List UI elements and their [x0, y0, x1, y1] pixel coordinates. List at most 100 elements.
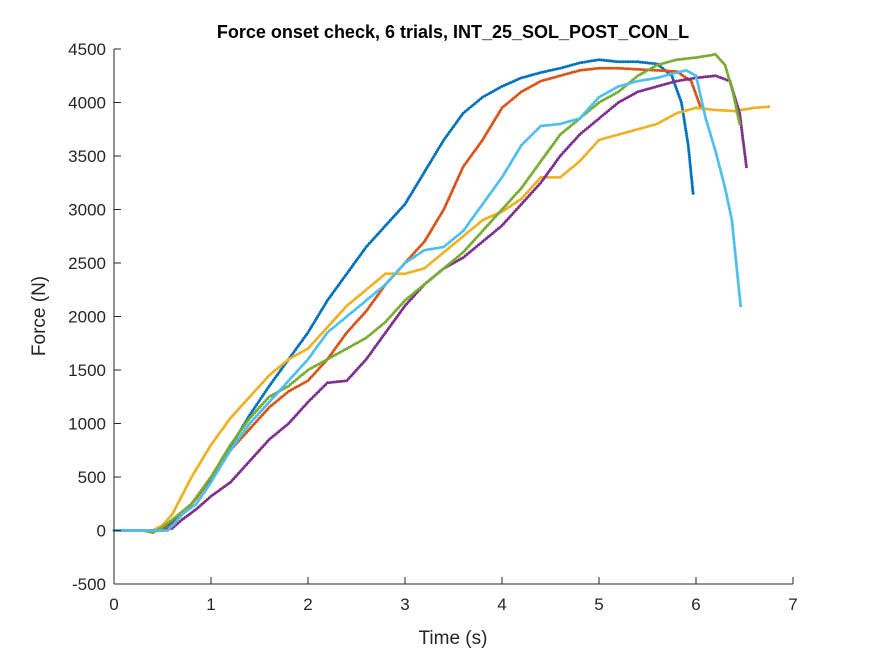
series-1-point-378: [691, 191, 695, 195]
series-1-point-316: [646, 61, 649, 65]
series-1-point-304: [616, 60, 620, 64]
series-4-point-192: [463, 254, 467, 258]
series-4-point-312: [689, 77, 693, 81]
series-5-point-272: [593, 104, 597, 108]
series-5-point-137: [362, 337, 366, 341]
series-1-point-242: [473, 102, 477, 106]
series-1-point-359: [687, 146, 690, 150]
series-4-point-80: [269, 436, 273, 440]
series-3-point-334: [752, 106, 756, 110]
series-6-point-341: [703, 112, 707, 116]
series-3-point-174: [413, 269, 417, 273]
series-6-point-402: [734, 254, 737, 258]
series-3-point-321: [721, 108, 725, 112]
series-6-point-313: [667, 73, 671, 76]
series-3-point-325: [730, 109, 734, 113]
series-4-point-356: [742, 145, 746, 149]
series-5-point-117: [319, 361, 323, 365]
series-6-point-302: [641, 78, 645, 82]
series-6-point-362: [716, 160, 720, 164]
series-3-point-273: [607, 135, 611, 139]
y-tick-label-10: 4500: [68, 40, 106, 59]
series-2-point-253: [506, 101, 510, 105]
series-4-point-291: [638, 89, 642, 93]
series-5-point-344: [731, 90, 735, 94]
series-6-point-301: [638, 79, 642, 83]
series-2-point-294: [599, 66, 603, 70]
series-3-point-248: [560, 174, 564, 178]
series-3-point-295: [660, 120, 663, 123]
series-2-point-307: [631, 67, 635, 71]
series-6-point-7: [129, 529, 133, 532]
series-2-point-90: [269, 404, 273, 408]
series-4-point-362: [744, 160, 748, 164]
series-6-point-358: [714, 151, 718, 155]
series-4-point-293: [643, 88, 647, 92]
series-6-point-372: [723, 184, 726, 188]
series-6-point-300: [636, 79, 640, 83]
series-1-point-365: [688, 160, 692, 164]
series-6-point-359: [715, 153, 719, 157]
series-6-point-345: [705, 121, 709, 125]
series-4-point-277: [609, 107, 613, 111]
series-4-point-297: [653, 85, 657, 89]
series-6-point-394: [732, 235, 736, 239]
series-5-point-352: [735, 108, 739, 112]
series-6-point-151: [366, 297, 370, 301]
series-1-point-271: [536, 71, 540, 75]
series-3-point-164: [388, 272, 392, 276]
series-layer: [112, 52, 771, 535]
series-4-point-202: [483, 238, 486, 242]
series-3-point-310: [694, 106, 698, 110]
series-6-point-256: [541, 124, 545, 128]
series-5-point-303: [658, 62, 662, 66]
series-1-point-300: [607, 59, 611, 63]
series-5-point-122: [330, 355, 334, 359]
series-1-point-375: [690, 184, 694, 188]
series-1-point-292: [587, 59, 591, 63]
series-6-point-389: [730, 223, 734, 227]
series-5-point-306: [665, 60, 669, 64]
series-1-point-276: [549, 68, 552, 72]
series-5-point-324: [709, 53, 713, 57]
series-3-point-204: [473, 225, 477, 229]
series-2-point-296: [604, 66, 608, 70]
series-6-point-309: [658, 75, 662, 79]
series-2-point-97: [283, 393, 287, 397]
series-6-point-414: [736, 283, 740, 287]
series-6-point-405: [734, 262, 738, 265]
series-4-point-197: [473, 246, 477, 250]
series-3-point-176: [418, 268, 422, 272]
series-6-point-310: [660, 75, 664, 79]
series-3-point-292: [653, 123, 657, 127]
series-6-point-18: [156, 529, 160, 532]
series-5-point-34: [186, 505, 190, 509]
series-4-point-322: [713, 74, 717, 78]
series-6-point-260: [551, 123, 555, 127]
series-3-point-177: [420, 267, 424, 271]
series-6-point-329: [696, 83, 700, 87]
series-1-point-290: [583, 60, 586, 64]
series-6-point-16: [151, 529, 155, 532]
series-5-point-119: [323, 359, 327, 362]
series-5-point-276: [601, 98, 605, 102]
series-6-point-336: [700, 100, 704, 104]
series-5-point-29: [176, 513, 180, 517]
series-5-point-321: [701, 54, 705, 58]
series-3-point-322: [723, 109, 727, 112]
series-6-point-385: [729, 214, 733, 218]
series-6-point-344: [704, 119, 708, 123]
series-2-point-309: [636, 67, 640, 71]
series-6-point-411: [736, 276, 740, 280]
series-4-point-364: [744, 165, 748, 169]
series-4-point-350: [740, 131, 744, 135]
series-4-point-303: [667, 81, 671, 85]
series-1-point-366: [688, 163, 692, 167]
series-4-point-311: [687, 77, 691, 81]
series-6-point-401: [733, 252, 737, 256]
series-1-point-347: [682, 117, 686, 121]
series-6-point-379: [726, 200, 730, 204]
series-5-point-188: [457, 254, 461, 257]
series-4-point-321: [711, 74, 715, 78]
series-3-point-169: [401, 272, 405, 276]
